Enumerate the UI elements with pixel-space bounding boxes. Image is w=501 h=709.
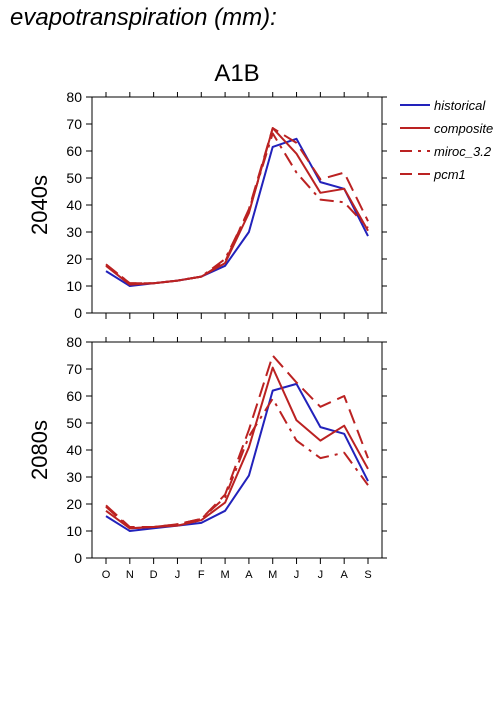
x-tick-label: S	[364, 569, 371, 581]
y-tick-label: 0	[74, 550, 82, 566]
series-line-historical	[105, 137, 369, 287]
y-tick-label: 60	[66, 388, 82, 404]
page-heading: evapotranspiration (mm):	[10, 4, 277, 31]
x-tick-label: F	[198, 569, 205, 581]
x-tick-label: M	[268, 569, 277, 581]
chart-legend: historical composite miroc_3.2 pcm1	[400, 98, 493, 182]
y-tick-label: 70	[66, 116, 82, 132]
series-line-miroc_3.2	[105, 397, 369, 530]
x-tick-label: A	[245, 569, 253, 581]
y-tick-label: 20	[66, 496, 82, 512]
chart-title: A1B	[214, 60, 259, 87]
y-tick-label: 60	[66, 143, 82, 159]
series-line-composite	[105, 127, 369, 286]
panel-ylabel: 2080s	[27, 420, 52, 480]
x-tick-label: A	[341, 569, 349, 581]
y-tick-label: 50	[66, 170, 82, 186]
panel-2080s: 0 10 20 30 40 50 60 70 80 O N D J F M A M J J A S 2080s	[27, 334, 387, 581]
y-tick-label: 10	[66, 278, 82, 294]
y-tick-label: 50	[66, 415, 82, 431]
y-tick-label: 30	[66, 224, 82, 240]
legend-label: pcm1	[433, 167, 466, 182]
series-line-miroc_3.2	[105, 132, 369, 285]
x-tick-label: J	[318, 569, 324, 581]
panel-2040s: 0 10 20 30 40 50 60 70 80 2040s	[27, 89, 387, 321]
y-tick-label: 0	[74, 305, 82, 321]
y-tick-label: 40	[66, 442, 82, 458]
y-tick-label: 40	[66, 197, 82, 213]
series-line-composite	[105, 366, 369, 530]
series-line-pcm1	[105, 354, 369, 528]
legend-label: miroc_3.2	[434, 144, 492, 159]
plot-frame	[91, 96, 383, 314]
y-tick-label: 80	[66, 89, 82, 105]
legend-label: composite	[434, 121, 493, 136]
y-tick-label: 20	[66, 251, 82, 267]
x-tick-label: M	[221, 569, 230, 581]
series-line-historical	[105, 382, 369, 532]
y-tick-label: 80	[66, 334, 82, 350]
chart-panels: 0 10 20 30 40 50 60 70 80 2040s 0 10 20 30 40 50 60 70 80 O…	[27, 89, 387, 581]
panel-ylabel: 2040s	[27, 175, 52, 235]
y-tick-label: 30	[66, 469, 82, 485]
plot-frame	[91, 341, 383, 559]
x-tick-label: O	[102, 569, 111, 581]
y-tick-label: 70	[66, 361, 82, 377]
series-line-pcm1	[105, 127, 369, 285]
x-tick-label: D	[150, 569, 158, 581]
x-tick-label: J	[175, 569, 181, 581]
legend-label: historical	[434, 98, 486, 113]
x-tick-label: N	[126, 569, 134, 581]
y-tick-label: 10	[66, 523, 82, 539]
x-tick-label: J	[294, 569, 300, 581]
